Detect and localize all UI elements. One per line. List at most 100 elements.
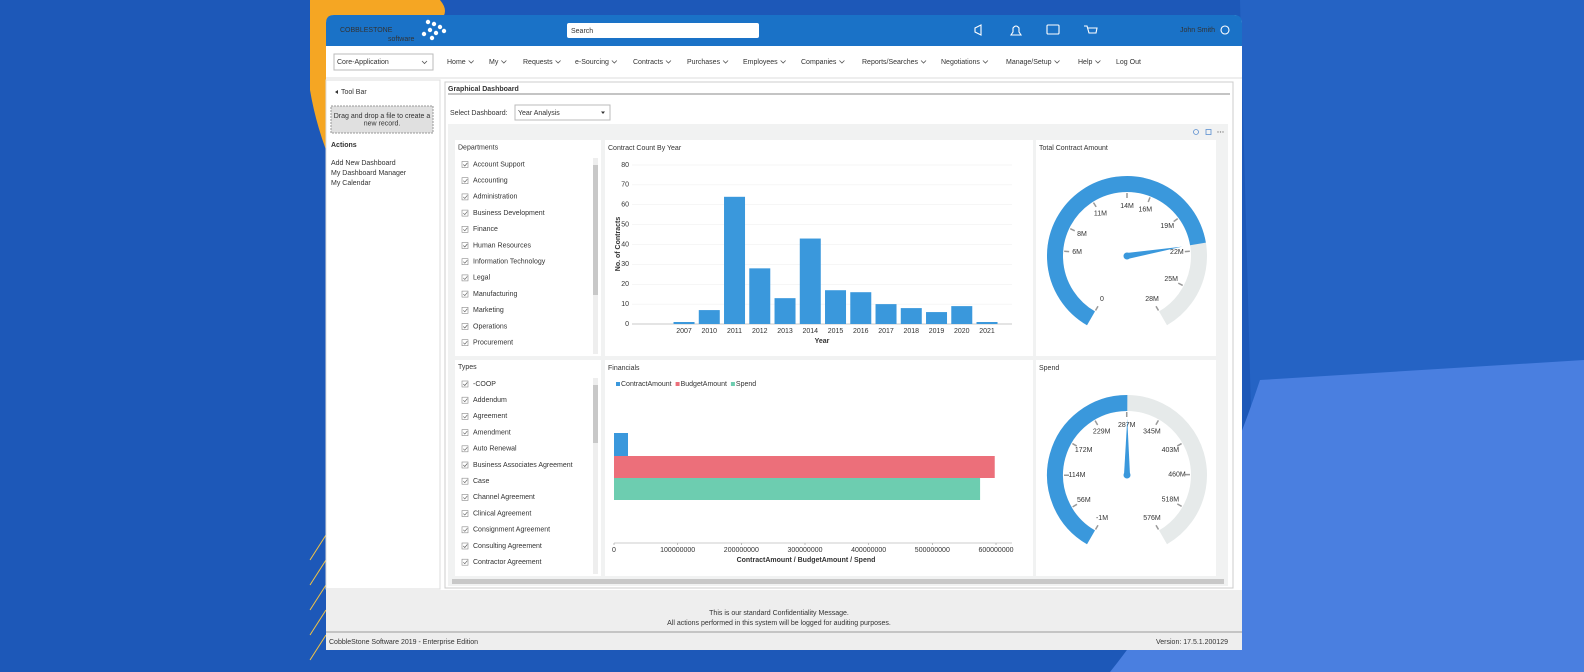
checkbox[interactable]: [461, 429, 469, 436]
checkbox[interactable]: [461, 258, 469, 266]
checkbox[interactable]: [461, 323, 469, 330]
nav-item[interactable]: Companies: [801, 59, 837, 66]
h-scrollbar[interactable]: [452, 579, 1224, 584]
checklist-item: Addendum: [473, 397, 507, 404]
header-icons[interactable]: [974, 24, 1230, 36]
checkbox[interactable]: [461, 558, 469, 566]
dashboard-select[interactable]: [514, 104, 611, 121]
checkbox[interactable]: [461, 396, 469, 404]
checkbox[interactable]: [461, 477, 469, 485]
checkmark: [463, 211, 468, 216]
checklist-item: Consulting Agreement: [473, 543, 542, 550]
x-tick-label: 2016: [853, 328, 869, 335]
bar: [850, 292, 872, 324]
scrollbar[interactable]: [593, 378, 598, 574]
checkbox[interactable]: [461, 339, 469, 347]
card: [455, 140, 601, 356]
gauge-tick: [1092, 202, 1097, 208]
nav-item[interactable]: Negotiations: [941, 59, 980, 66]
x-tick-label: 400000000: [851, 547, 886, 554]
nav-item[interactable]: e-Sourcing: [575, 59, 609, 66]
card-title: Financials: [608, 365, 640, 372]
sidebar: [325, 79, 441, 590]
nav-item[interactable]: Purchases: [687, 59, 721, 66]
gauge-needle: [1124, 419, 1130, 476]
app-select[interactable]: [333, 53, 434, 71]
checkbox[interactable]: [461, 380, 469, 388]
checklist-item: Auto Renewal: [473, 446, 517, 453]
scrollbar-thumb[interactable]: [593, 385, 598, 443]
card-title: Types: [458, 364, 477, 371]
bar: [774, 298, 796, 324]
gauge-tick: [1069, 227, 1076, 232]
drop-zone-text: new record.: [364, 120, 401, 127]
y-tick-label: 50: [621, 221, 629, 228]
gauge-tick: [1176, 442, 1182, 447]
checkbox[interactable]: [461, 526, 469, 534]
gauge-tick-label: 518M: [1162, 497, 1180, 504]
gauge-tick: [1094, 420, 1099, 426]
checkbox[interactable]: [461, 542, 469, 550]
drop-zone-text: Drag and drop a file to create a: [334, 113, 431, 120]
checkmark: [463, 260, 468, 264]
checklist-item: Amendment: [473, 429, 511, 436]
gauge-tick-label: 172M: [1075, 447, 1093, 454]
caret: [722, 60, 729, 64]
checkbox[interactable]: [461, 209, 469, 217]
action-link[interactable]: My Calendar: [331, 180, 371, 187]
bar: [724, 196, 746, 324]
checklist-item: Accounting: [473, 178, 508, 185]
nav-item[interactable]: Manage/Setup: [1006, 59, 1052, 66]
checkbox[interactable]: [461, 161, 469, 168]
checklist-item: Procurement: [473, 340, 513, 347]
bar: [673, 322, 695, 324]
nav-item[interactable]: My: [489, 59, 499, 66]
checkbox[interactable]: [461, 177, 469, 184]
x-tick-label: 0: [612, 547, 616, 554]
action-link[interactable]: My Dashboard Manager: [331, 170, 407, 177]
nav-item[interactable]: Reports/Searches: [862, 59, 919, 66]
logo-mark: [427, 27, 433, 33]
checkmark: [463, 511, 468, 516]
gauge-tick: [1155, 305, 1160, 311]
checkmark: [463, 195, 468, 199]
nav-item[interactable]: Log Out: [1116, 59, 1141, 66]
footer-message: All actions performed in this system wil…: [667, 620, 891, 627]
nav-item[interactable]: Contracts: [633, 59, 663, 66]
checkbox[interactable]: [461, 242, 469, 249]
checkbox[interactable]: [461, 445, 469, 453]
checkbox[interactable]: [461, 461, 469, 469]
nav-item[interactable]: Employees: [743, 59, 778, 66]
checkbox[interactable]: [461, 494, 469, 501]
gauge-tick: [1173, 217, 1179, 223]
search-box[interactable]: [567, 23, 759, 38]
y-axis-label: No. of Contracts: [615, 217, 622, 272]
nav-item[interactable]: Help: [1078, 59, 1093, 66]
action-link[interactable]: Add New Dashboard: [331, 160, 396, 167]
checkbox[interactable]: [461, 510, 469, 517]
checkbox[interactable]: [461, 306, 469, 314]
drop-zone[interactable]: [330, 105, 434, 134]
gauge-tick-label: 403M: [1162, 447, 1180, 454]
checkmark: [463, 430, 468, 435]
checklist-item: Administration: [473, 194, 517, 201]
bar: [900, 308, 922, 324]
checklist-item: Business Development: [473, 210, 545, 217]
caret: [611, 60, 618, 64]
checkbox[interactable]: [461, 290, 469, 298]
checkbox[interactable]: [461, 274, 469, 282]
nav-item[interactable]: Requests: [523, 59, 553, 66]
gauge-tick-label: 28M: [1145, 296, 1159, 303]
x-tick-label: 2021: [979, 328, 995, 335]
gauge-tick-label: 25M: [1164, 276, 1178, 283]
nav-item[interactable]: Home: [447, 59, 466, 66]
gauge-tick-label: 14M: [1120, 203, 1134, 210]
more-icon[interactable]: [1217, 131, 1224, 133]
checklist-item: Operations: [473, 323, 508, 330]
scrollbar-thumb[interactable]: [593, 165, 598, 295]
checkbox[interactable]: [461, 193, 469, 201]
checkbox[interactable]: [461, 226, 469, 233]
toolbar-icons[interactable]: [1193, 129, 1212, 135]
checkbox[interactable]: [461, 413, 469, 420]
gauge-tick-label: 576M: [1143, 515, 1161, 522]
